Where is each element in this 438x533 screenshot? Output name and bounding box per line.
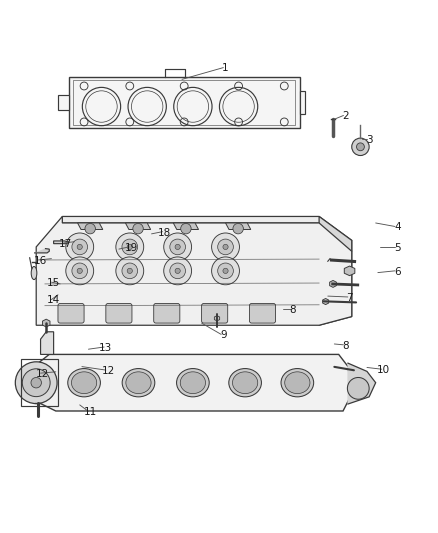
Polygon shape — [36, 216, 352, 325]
Circle shape — [66, 233, 94, 261]
FancyBboxPatch shape — [106, 303, 132, 323]
Circle shape — [122, 239, 138, 255]
Polygon shape — [41, 332, 53, 354]
Circle shape — [212, 257, 240, 285]
Circle shape — [347, 377, 369, 399]
Polygon shape — [69, 77, 300, 128]
Circle shape — [218, 263, 233, 279]
Text: 2: 2 — [342, 111, 349, 122]
Text: 16: 16 — [34, 256, 47, 266]
FancyBboxPatch shape — [58, 303, 84, 323]
Polygon shape — [62, 216, 352, 251]
Polygon shape — [348, 367, 353, 373]
Circle shape — [122, 263, 138, 279]
Circle shape — [66, 257, 94, 285]
Text: 17: 17 — [59, 239, 72, 249]
Circle shape — [116, 257, 144, 285]
Text: 8: 8 — [342, 341, 349, 351]
Text: 9: 9 — [220, 330, 226, 340]
Ellipse shape — [68, 368, 100, 397]
Polygon shape — [173, 223, 198, 230]
Ellipse shape — [71, 372, 97, 393]
Ellipse shape — [31, 266, 37, 279]
Circle shape — [22, 369, 50, 397]
Text: 11: 11 — [84, 407, 97, 417]
Circle shape — [223, 268, 228, 273]
Polygon shape — [42, 319, 50, 327]
Circle shape — [72, 263, 88, 279]
Ellipse shape — [233, 372, 258, 393]
Text: 8: 8 — [290, 305, 296, 315]
Polygon shape — [300, 91, 305, 114]
Circle shape — [170, 239, 185, 255]
FancyBboxPatch shape — [201, 303, 228, 323]
Ellipse shape — [177, 368, 209, 397]
Ellipse shape — [126, 372, 151, 393]
Circle shape — [175, 268, 180, 273]
Text: 12: 12 — [101, 366, 115, 376]
Text: 18: 18 — [158, 228, 171, 238]
Polygon shape — [58, 95, 69, 110]
Text: 19: 19 — [124, 243, 138, 253]
Circle shape — [31, 377, 42, 388]
Text: 7: 7 — [346, 293, 353, 303]
Circle shape — [133, 223, 143, 234]
Circle shape — [357, 143, 364, 151]
Circle shape — [181, 223, 191, 234]
Text: 6: 6 — [394, 266, 401, 277]
Circle shape — [218, 239, 233, 255]
Ellipse shape — [122, 368, 155, 397]
Circle shape — [77, 244, 82, 249]
Circle shape — [116, 233, 144, 261]
Circle shape — [164, 233, 191, 261]
Polygon shape — [323, 298, 328, 304]
Ellipse shape — [229, 368, 261, 397]
Circle shape — [170, 263, 185, 279]
Polygon shape — [78, 223, 103, 230]
Circle shape — [212, 233, 240, 261]
Polygon shape — [125, 223, 151, 230]
FancyBboxPatch shape — [250, 303, 276, 323]
Circle shape — [77, 268, 82, 273]
Polygon shape — [53, 241, 69, 244]
Text: 13: 13 — [99, 343, 113, 353]
Polygon shape — [39, 354, 352, 411]
Polygon shape — [34, 248, 49, 253]
Ellipse shape — [285, 372, 310, 393]
Circle shape — [164, 257, 191, 285]
Text: 1: 1 — [222, 62, 229, 72]
Circle shape — [15, 362, 57, 403]
Circle shape — [127, 268, 132, 273]
Text: 14: 14 — [47, 295, 60, 305]
Circle shape — [352, 138, 369, 156]
Text: 3: 3 — [366, 135, 372, 146]
Circle shape — [223, 244, 228, 249]
Ellipse shape — [180, 372, 205, 393]
Polygon shape — [344, 266, 355, 276]
Circle shape — [85, 223, 95, 234]
Text: 10: 10 — [377, 365, 390, 375]
Polygon shape — [214, 316, 219, 321]
Circle shape — [233, 223, 244, 234]
Ellipse shape — [281, 368, 314, 397]
FancyBboxPatch shape — [154, 303, 180, 323]
Polygon shape — [330, 280, 336, 287]
Text: 4: 4 — [394, 222, 401, 232]
Polygon shape — [319, 216, 352, 325]
Text: 12: 12 — [36, 369, 49, 379]
Text: 5: 5 — [394, 243, 401, 253]
Circle shape — [72, 239, 88, 255]
Text: 15: 15 — [47, 278, 60, 288]
Circle shape — [127, 244, 132, 249]
Circle shape — [175, 244, 180, 249]
Polygon shape — [226, 223, 251, 230]
Polygon shape — [347, 363, 376, 404]
